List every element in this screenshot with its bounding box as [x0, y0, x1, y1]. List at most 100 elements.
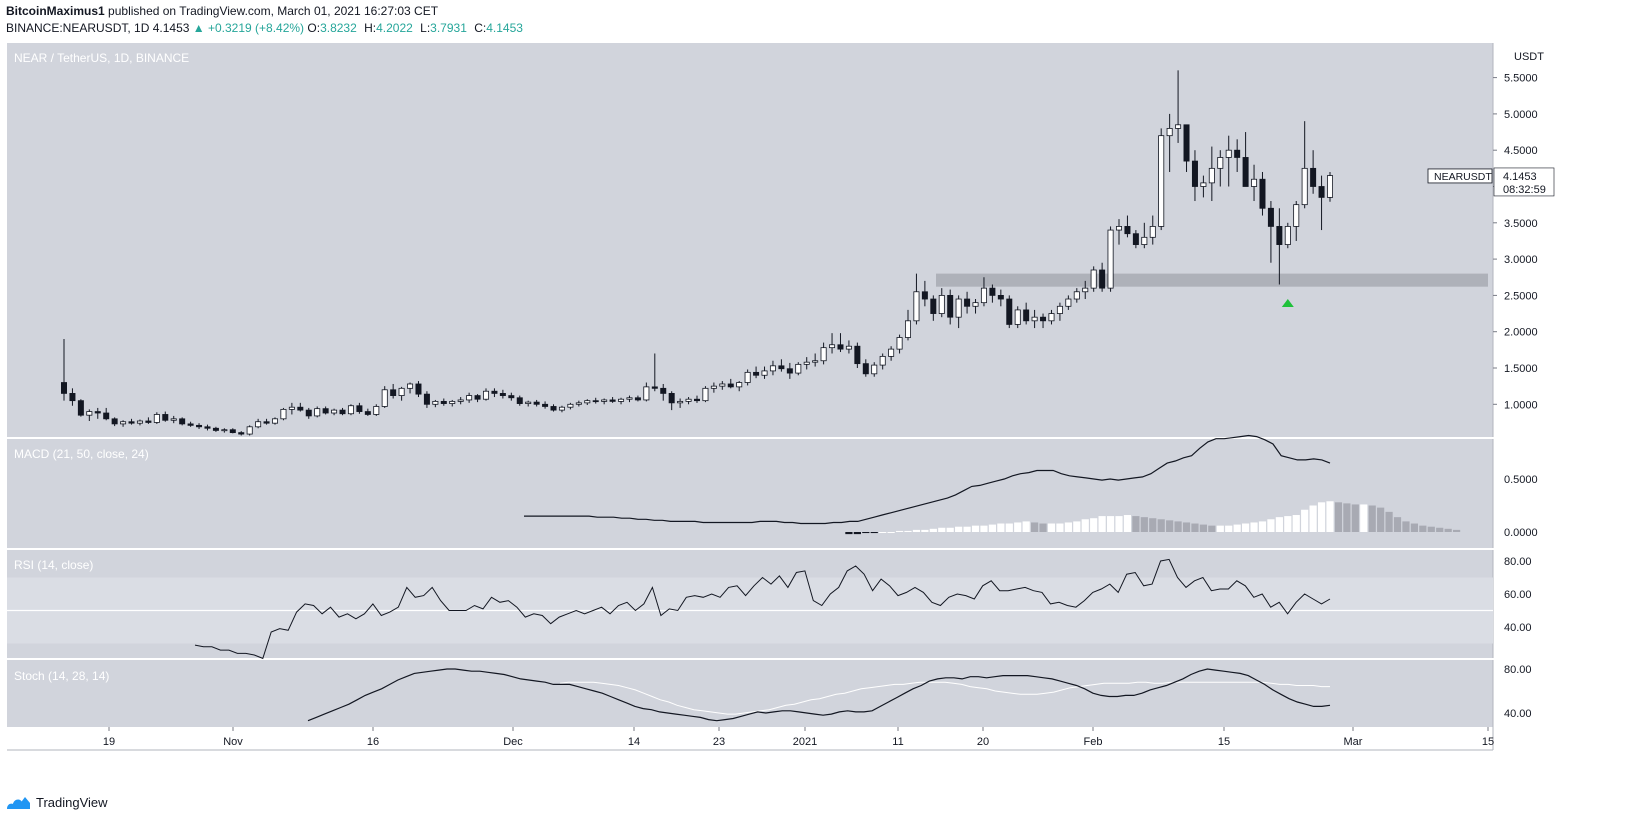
macd-histogram-bar: [1351, 504, 1359, 532]
candle-down: [778, 365, 785, 370]
candle-down: [1234, 149, 1241, 158]
macd-histogram-bar: [1174, 521, 1182, 532]
cloud-icon: [7, 797, 30, 809]
candle-up: [347, 405, 354, 415]
macd-histogram-bar: [1098, 516, 1106, 532]
candle-up: [1090, 269, 1097, 289]
candle-down: [356, 405, 363, 412]
candle-up: [879, 355, 886, 366]
candle-down: [1242, 157, 1249, 187]
candle-up: [314, 408, 321, 417]
macd-histogram-bar: [1385, 511, 1393, 532]
candle-up: [331, 409, 338, 414]
candle-up: [601, 399, 608, 402]
candle-up: [677, 400, 684, 404]
time-tick-label: Feb: [1084, 736, 1103, 748]
candle-down: [145, 420, 152, 423]
candle-down: [1040, 316, 1047, 322]
candle-up: [466, 395, 473, 401]
rsi-title: RSI (14, close): [14, 558, 93, 572]
candle-up: [769, 365, 776, 372]
candle-up: [1158, 135, 1165, 227]
macd-histogram-bar: [1047, 523, 1056, 532]
macd-histogram-bar: [1056, 523, 1064, 532]
macd-histogram-bar: [1225, 525, 1233, 532]
price-tick-label: 5.0000: [1504, 109, 1538, 121]
macd-histogram-bar: [988, 524, 996, 532]
macd-histogram-bar: [1301, 509, 1309, 532]
macd-histogram-bar: [1275, 517, 1283, 532]
macd-histogram-bar: [1132, 516, 1140, 532]
macd-histogram-bar: [1123, 515, 1132, 532]
macd-histogram-bar: [1360, 504, 1368, 532]
candle-up: [525, 401, 532, 404]
macd-histogram-bar: [938, 527, 946, 532]
candle-up: [1175, 124, 1182, 129]
published-text: published on TradingView.com, March 01, …: [108, 4, 439, 18]
price-tag-countdown: 08:32:59: [1503, 184, 1546, 196]
macd-histogram-bar: [845, 532, 853, 535]
candle-up: [255, 421, 262, 428]
candle-down: [964, 298, 971, 307]
rsi-tick-label: 40.00: [1504, 622, 1532, 634]
stoch-d-line: [559, 681, 1330, 715]
candle-down: [542, 403, 549, 407]
price-tag-value-box: [1493, 167, 1555, 197]
stoch-tick-label: 80.00: [1504, 664, 1532, 676]
candle-down: [229, 429, 236, 434]
macd-histogram-bar: [1410, 523, 1418, 532]
macd-histogram-bar: [1031, 522, 1039, 532]
price-tick-label: 2.0000: [1504, 327, 1538, 339]
candle-down: [1259, 178, 1266, 209]
macd-histogram-bar: [980, 525, 988, 532]
candle-up: [1166, 128, 1173, 137]
publish-info: BitcoinMaximus1 published on TradingView…: [6, 4, 438, 18]
candle-down: [930, 298, 937, 314]
price-tick-label: 4.5000: [1504, 145, 1538, 157]
close-label: C:: [474, 21, 487, 35]
high-label: H:: [364, 21, 377, 35]
macd-histogram-bar: [1419, 525, 1427, 532]
time-tick-label: 20: [977, 736, 989, 748]
stoch-tick-label: 40.00: [1504, 708, 1532, 720]
candle-up: [845, 345, 852, 350]
candle-up: [1056, 305, 1063, 314]
time-tick-label: Mar: [1344, 736, 1363, 748]
author-name[interactable]: BitcoinMaximus1: [6, 4, 105, 18]
price-axis-bg: [1493, 43, 1560, 727]
candle-down: [111, 418, 118, 425]
candle-up: [710, 385, 717, 389]
candle-up: [820, 347, 827, 362]
candle-up: [120, 421, 127, 425]
macd-histogram-bar: [1334, 502, 1343, 532]
candle-down: [179, 418, 186, 425]
candle-up: [567, 403, 574, 408]
candle-up: [221, 429, 228, 432]
macd-histogram-bar: [1216, 525, 1224, 532]
candle-up: [381, 389, 388, 407]
candle-up: [584, 400, 591, 404]
time-tick-label: Dec: [503, 736, 523, 748]
low-value: 3.7931: [430, 21, 467, 35]
candle-up: [871, 364, 878, 375]
candle-up: [1065, 298, 1072, 307]
macd-histogram-bar: [1005, 523, 1013, 532]
candle-up: [888, 348, 895, 357]
rsi-tick-label: 60.00: [1504, 589, 1532, 601]
macd-histogram-bar: [946, 527, 954, 532]
tradingview-logo[interactable]: TradingView: [6, 794, 108, 810]
candle-down: [550, 406, 557, 411]
candle-up: [449, 400, 456, 404]
candle-up: [795, 363, 802, 374]
candle-down: [204, 426, 211, 429]
candle-down: [128, 421, 135, 424]
candle-down: [727, 383, 734, 388]
macd-histogram-bar: [1208, 525, 1216, 532]
candle-up: [980, 287, 987, 304]
candle-down: [263, 421, 270, 424]
price-tag-symbol: NEARUSDT: [1434, 171, 1492, 183]
candle-down: [753, 371, 760, 376]
price-tick-label: 5.5000: [1504, 73, 1538, 85]
candle-up: [136, 420, 143, 424]
